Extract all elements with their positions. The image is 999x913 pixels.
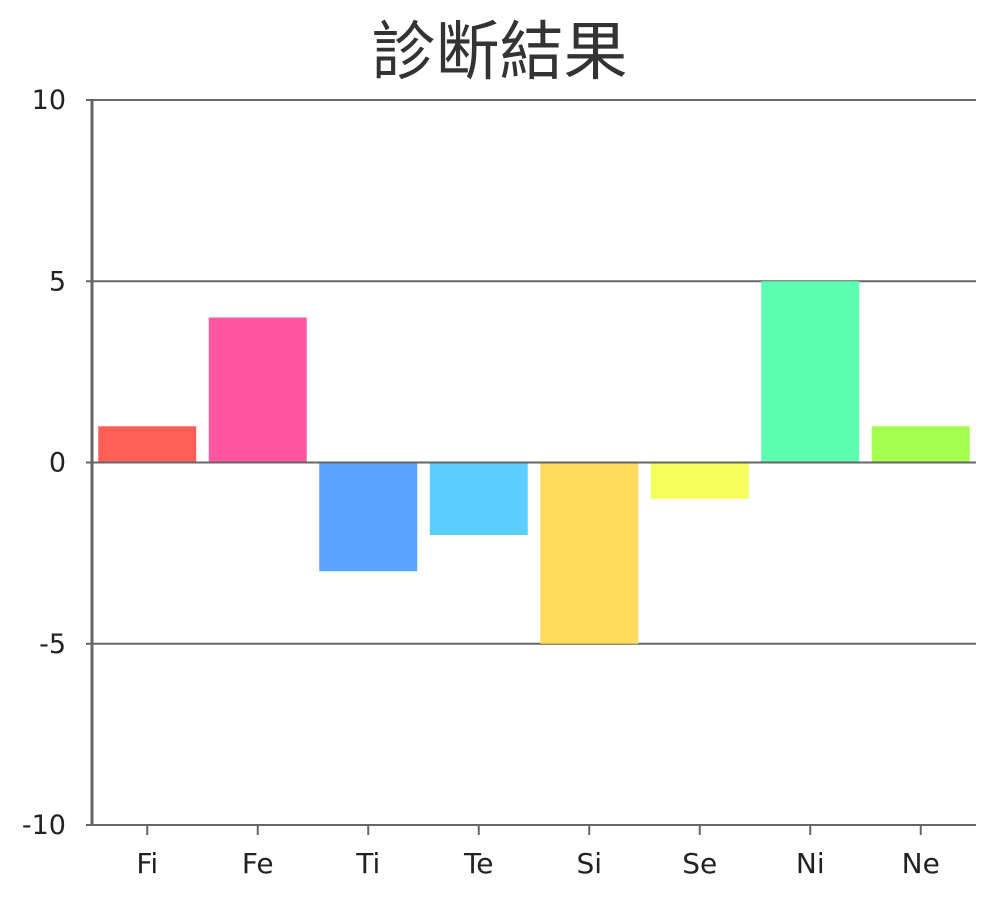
x-tick-label: Te xyxy=(463,847,494,880)
bar-ne xyxy=(871,426,970,463)
bar-fi xyxy=(98,426,197,463)
axes xyxy=(90,100,976,835)
bar-te xyxy=(429,462,528,535)
y-tick-label: 0 xyxy=(49,448,66,479)
y-tick-label: -5 xyxy=(39,629,66,660)
bar-ni xyxy=(761,281,860,463)
x-tick-label: Ti xyxy=(355,847,380,880)
tick-labels: 10 5 0 -5 -10 Fi Fe Ti Te Si Se Ni Ne xyxy=(22,85,940,880)
bar-ti xyxy=(319,462,418,572)
x-tick-label: Fi xyxy=(136,847,158,880)
x-tick-label: Si xyxy=(576,847,602,880)
bar-se xyxy=(650,462,749,499)
bar-fe xyxy=(208,317,307,463)
x-tick-label: Ne xyxy=(902,847,940,880)
chart-title: 診断結果 xyxy=(371,16,628,90)
x-tick-label: Ni xyxy=(796,847,825,880)
x-tick-label: Se xyxy=(682,847,717,880)
bars xyxy=(98,281,970,644)
x-tick-label: Fe xyxy=(242,847,274,880)
y-tick-label: 10 xyxy=(32,85,66,116)
y-tick-label: 5 xyxy=(49,266,66,297)
y-tick-label: -10 xyxy=(22,810,66,841)
bar-si xyxy=(540,462,639,644)
